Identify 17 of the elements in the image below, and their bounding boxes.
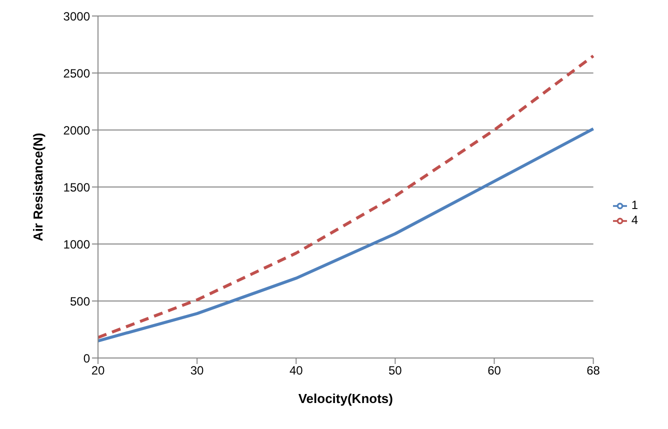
legend-label: 1 xyxy=(631,198,638,212)
y-tick-label: 1000 xyxy=(63,237,90,252)
legend-label: 4 xyxy=(631,213,638,227)
x-tick-label: 50 xyxy=(388,364,402,378)
y-axis-title: Air Resistance(N) xyxy=(30,132,46,242)
y-tick-label: 0 xyxy=(83,351,90,366)
x-tick-label: 60 xyxy=(488,364,502,378)
y-tick-label: 3000 xyxy=(63,9,90,24)
y-tick-label: 2500 xyxy=(63,66,90,80)
x-tick-label: 40 xyxy=(289,364,304,378)
x-tick-label: 30 xyxy=(190,364,204,378)
x-tick-label: 20 xyxy=(91,364,105,378)
y-tick-label: 500 xyxy=(70,294,90,308)
x-axis-title: Velocity(Knots) xyxy=(298,391,393,406)
y-tick-label: 1500 xyxy=(63,180,90,194)
y-tick-label: 2000 xyxy=(63,123,90,138)
x-tick-label: 68 xyxy=(586,364,600,378)
